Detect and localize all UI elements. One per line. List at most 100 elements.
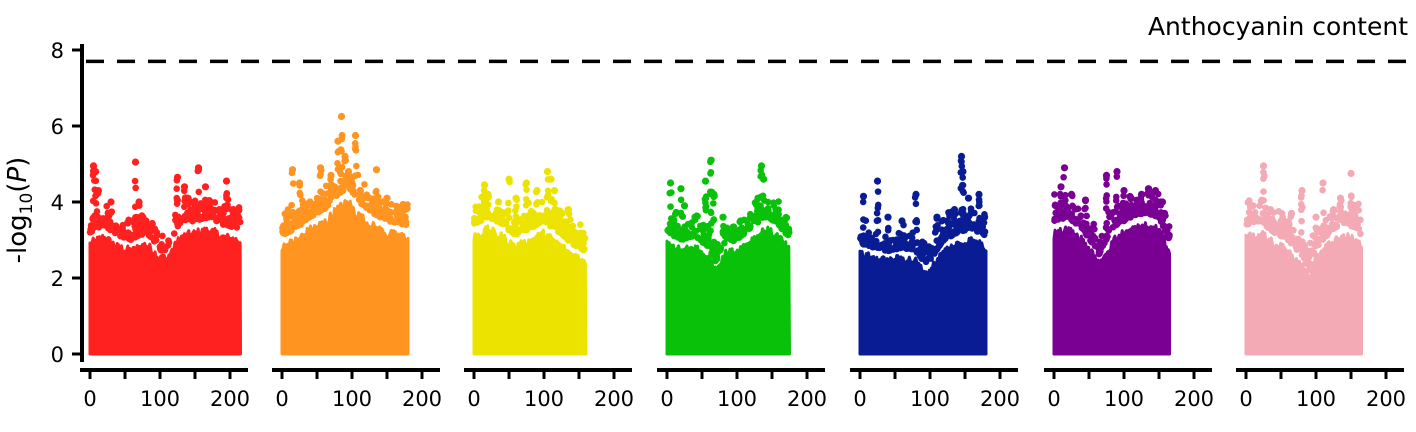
peak-point [484, 190, 492, 198]
peak-point [666, 179, 675, 187]
peak-point [306, 198, 314, 206]
snp-point [223, 204, 231, 211]
peak-point [348, 179, 356, 187]
snp-point [925, 243, 933, 250]
snp-point [893, 236, 901, 243]
peak-point [677, 185, 685, 193]
snp-point [505, 199, 512, 207]
chart-title: Anthocyanin content [1148, 12, 1408, 41]
snp-point [711, 246, 718, 253]
peak-point [710, 190, 718, 198]
peak-point [229, 206, 238, 214]
peak-point [316, 164, 325, 172]
snp-point [398, 220, 406, 228]
snp-point [357, 193, 364, 201]
snp-point [771, 217, 779, 225]
snp-point [1103, 181, 1110, 188]
snp-point [288, 201, 295, 209]
peak-point [1287, 209, 1296, 217]
snp-point [185, 215, 192, 223]
snp-point [664, 227, 671, 234]
snp-point [874, 228, 882, 236]
x-tick-label: 200 [980, 387, 1020, 411]
panel-chr7: 0 100 200 [1236, 162, 1406, 411]
peak-point [959, 168, 967, 176]
snp-point [322, 182, 330, 190]
snp-point [859, 224, 867, 231]
snp-point [551, 216, 559, 223]
snp-point [513, 216, 521, 224]
snp-point [149, 220, 156, 228]
snp-point [702, 235, 710, 243]
snp-point [726, 231, 734, 239]
snp-point [351, 139, 359, 147]
snp-point [1320, 209, 1327, 217]
peak-point [760, 175, 768, 183]
snp-point [551, 199, 558, 207]
snp-point [1260, 175, 1267, 182]
snp-point [353, 162, 360, 170]
peak-point [975, 190, 983, 198]
snp-point [691, 227, 699, 235]
panel-chr5: 0 100 200 [850, 152, 1020, 411]
peak-point [1312, 213, 1320, 221]
peak-point [771, 209, 780, 217]
snp-point [860, 234, 868, 242]
snp-point [306, 212, 314, 220]
snp-point [577, 221, 584, 228]
snp-point [196, 205, 203, 213]
snp-point [967, 205, 975, 212]
snp-point [354, 171, 362, 179]
peak-point [184, 194, 192, 202]
snp-point [707, 227, 714, 235]
snp-point [566, 216, 574, 223]
peak-point [152, 228, 161, 236]
snp-point [556, 227, 564, 234]
snp-point [897, 241, 905, 249]
snp-point [873, 241, 881, 249]
snp-point [107, 209, 115, 217]
snp-point [92, 177, 100, 185]
x-tick-label: 200 [594, 387, 634, 411]
x-tick-label: 0 [467, 387, 480, 411]
snp-point [334, 148, 342, 156]
snp-mass [1052, 221, 1171, 356]
peak-point [1144, 185, 1153, 193]
snp-mass [665, 225, 791, 356]
peak-point [1127, 194, 1135, 202]
x-tick-label: 200 [210, 387, 250, 411]
snp-point [959, 187, 967, 195]
x-tick-label: 100 [332, 387, 372, 411]
peak-point [701, 177, 710, 185]
snp-point [1351, 212, 1359, 219]
snp-point [94, 213, 102, 220]
snp-point [1336, 216, 1344, 224]
snp-points [86, 158, 244, 270]
peak-point [365, 194, 374, 202]
snp-point [174, 197, 182, 204]
snp-point [677, 209, 685, 217]
peak-point [719, 213, 727, 221]
snp-point [913, 239, 920, 247]
peak-point [1350, 202, 1359, 210]
peak-point [205, 198, 213, 206]
snp-point [783, 214, 791, 222]
x-tick-label: 200 [1366, 387, 1406, 411]
snp-point [1126, 204, 1134, 211]
snp-point [1298, 229, 1305, 236]
snp-point [1298, 217, 1305, 225]
snp-point [951, 228, 958, 236]
snp-point [1357, 230, 1364, 238]
snp-point [160, 262, 168, 270]
snp-point [729, 223, 737, 231]
x-tick-label: 200 [787, 387, 827, 411]
snp-points [857, 152, 989, 266]
peak-point [1277, 217, 1285, 225]
peak-point [547, 175, 555, 183]
peak-point [1259, 162, 1268, 170]
snp-point [559, 210, 566, 217]
peak-point [89, 162, 98, 170]
snp-point [1243, 221, 1251, 228]
panel-chr4: 0 100 200 [657, 156, 827, 411]
x-tick-label: 0 [275, 387, 288, 411]
